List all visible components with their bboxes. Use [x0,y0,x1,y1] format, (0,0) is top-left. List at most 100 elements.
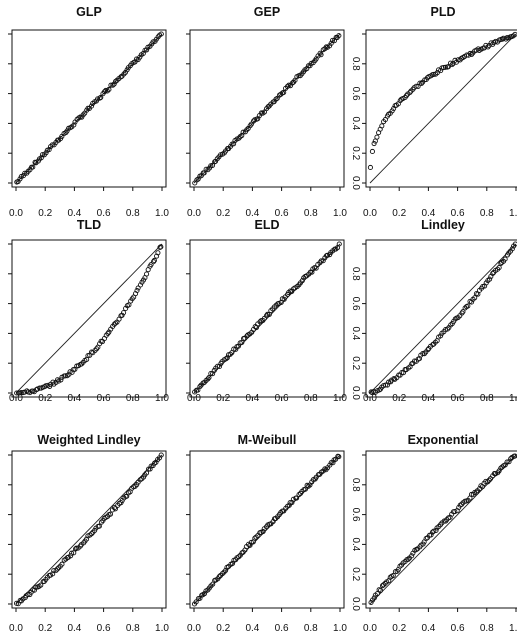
data-point [106,86,112,93]
x-tick-label: 0.2 [38,393,52,404]
panel-title: GEP [254,5,280,19]
pp-panel-7: Weighted Lindley 0.0 0.2 0.4 0.6 0.8 1.0 [8,433,169,634]
data-point [281,296,287,302]
reference-line [369,243,517,394]
data-point [377,587,384,593]
x-tick-label: 0.8 [304,393,318,404]
x-tick-label: 0.4 [67,208,81,219]
x-tick-label: 0.2 [392,393,406,404]
data-point [231,346,237,352]
panel-title: M-Weibull [238,433,297,447]
data-point [367,164,373,171]
data-point [336,454,342,460]
data-point [43,150,49,156]
data-point [490,270,496,276]
y-tick-label: 0.6 [350,87,361,101]
panel-title: PLD [431,5,456,19]
x-tick-label: 1.0 [155,623,169,634]
data-point [73,545,79,551]
data-point [383,382,389,388]
x-tick-label: 1.0 [333,623,347,634]
data-point [84,536,90,542]
data-point [252,324,258,330]
data-point [425,347,431,353]
data-point [50,571,56,577]
x-tick-label: 0.8 [304,208,318,219]
panel-title: TLD [77,218,101,232]
data-point [233,346,239,352]
data-point [151,257,157,264]
x-tick-label: 0.6 [451,393,465,404]
data-point [247,542,253,548]
data-point [265,104,271,110]
data-point [443,64,449,70]
data-point [69,369,75,375]
data-point [144,47,150,53]
data-point [371,595,377,601]
data-point [294,495,300,501]
data-point [244,127,250,133]
x-tick-label: 1.0 [509,623,517,634]
x-tick-label: 0.8 [126,623,140,634]
x-tick-label: 0.8 [480,393,494,404]
x-tick-label: 1.0 [509,393,517,404]
x-tick-label: 0.4 [245,208,259,219]
data-point [205,376,211,382]
y-tick-label: 0.4 [350,116,361,130]
data-point [452,508,458,515]
data-point [418,80,425,87]
data-point [460,309,466,315]
data-point [328,460,334,466]
data-point [223,356,229,362]
data-point [30,164,36,170]
data-point [38,155,44,161]
data-point [328,40,334,46]
data-point [68,553,74,559]
data-point [112,506,118,512]
data-point [260,529,266,535]
data-point [486,477,492,483]
y-tick-label: 0.0 [350,597,361,611]
x-tick-label: 0.0 [187,623,201,634]
data-point [431,528,437,534]
data-point [512,31,517,37]
data-point [210,581,216,587]
pp-panel-1: GLP 0.0 0.2 0.4 0.6 0.8 1.0 [8,5,169,219]
data-point [96,523,102,529]
data-point [158,31,164,37]
data-point [472,295,478,301]
data-point [438,333,444,339]
data-point [148,262,154,268]
x-tick-label: 0.0 [187,393,201,404]
data-point [118,74,124,80]
y-tick-label: 0.0 [350,386,361,400]
data-point [102,89,108,95]
data-point [318,52,324,58]
data-point [89,531,95,537]
x-tick-label: 1.0 [333,208,347,219]
data-point [53,379,59,385]
data-point [509,246,515,252]
data-point [379,123,385,129]
data-point [487,276,493,282]
x-tick-label: 0.8 [480,623,494,634]
plot-frame [365,450,517,609]
x-tick-label: 0.0 [9,208,23,219]
data-point [324,252,331,258]
x-tick-label: 0.6 [275,208,289,219]
plot-frame [365,29,517,188]
x-tick-label: 0.0 [187,208,201,219]
data-point [46,147,52,153]
pp-panel-9: Exponential0.00.20.40.60.81.00.00.20.40.… [362,433,517,634]
reference-line [15,33,163,184]
data-point [206,374,212,381]
data-point [144,271,150,277]
data-point [14,390,20,396]
x-tick-label: 0.4 [421,623,435,634]
data-point [143,470,150,476]
x-tick-label: 0.6 [97,623,111,634]
x-tick-label: 0.8 [480,208,494,219]
data-point [502,256,508,262]
panel-title: GLP [76,5,102,19]
y-tick-label: 0.8 [350,267,361,281]
